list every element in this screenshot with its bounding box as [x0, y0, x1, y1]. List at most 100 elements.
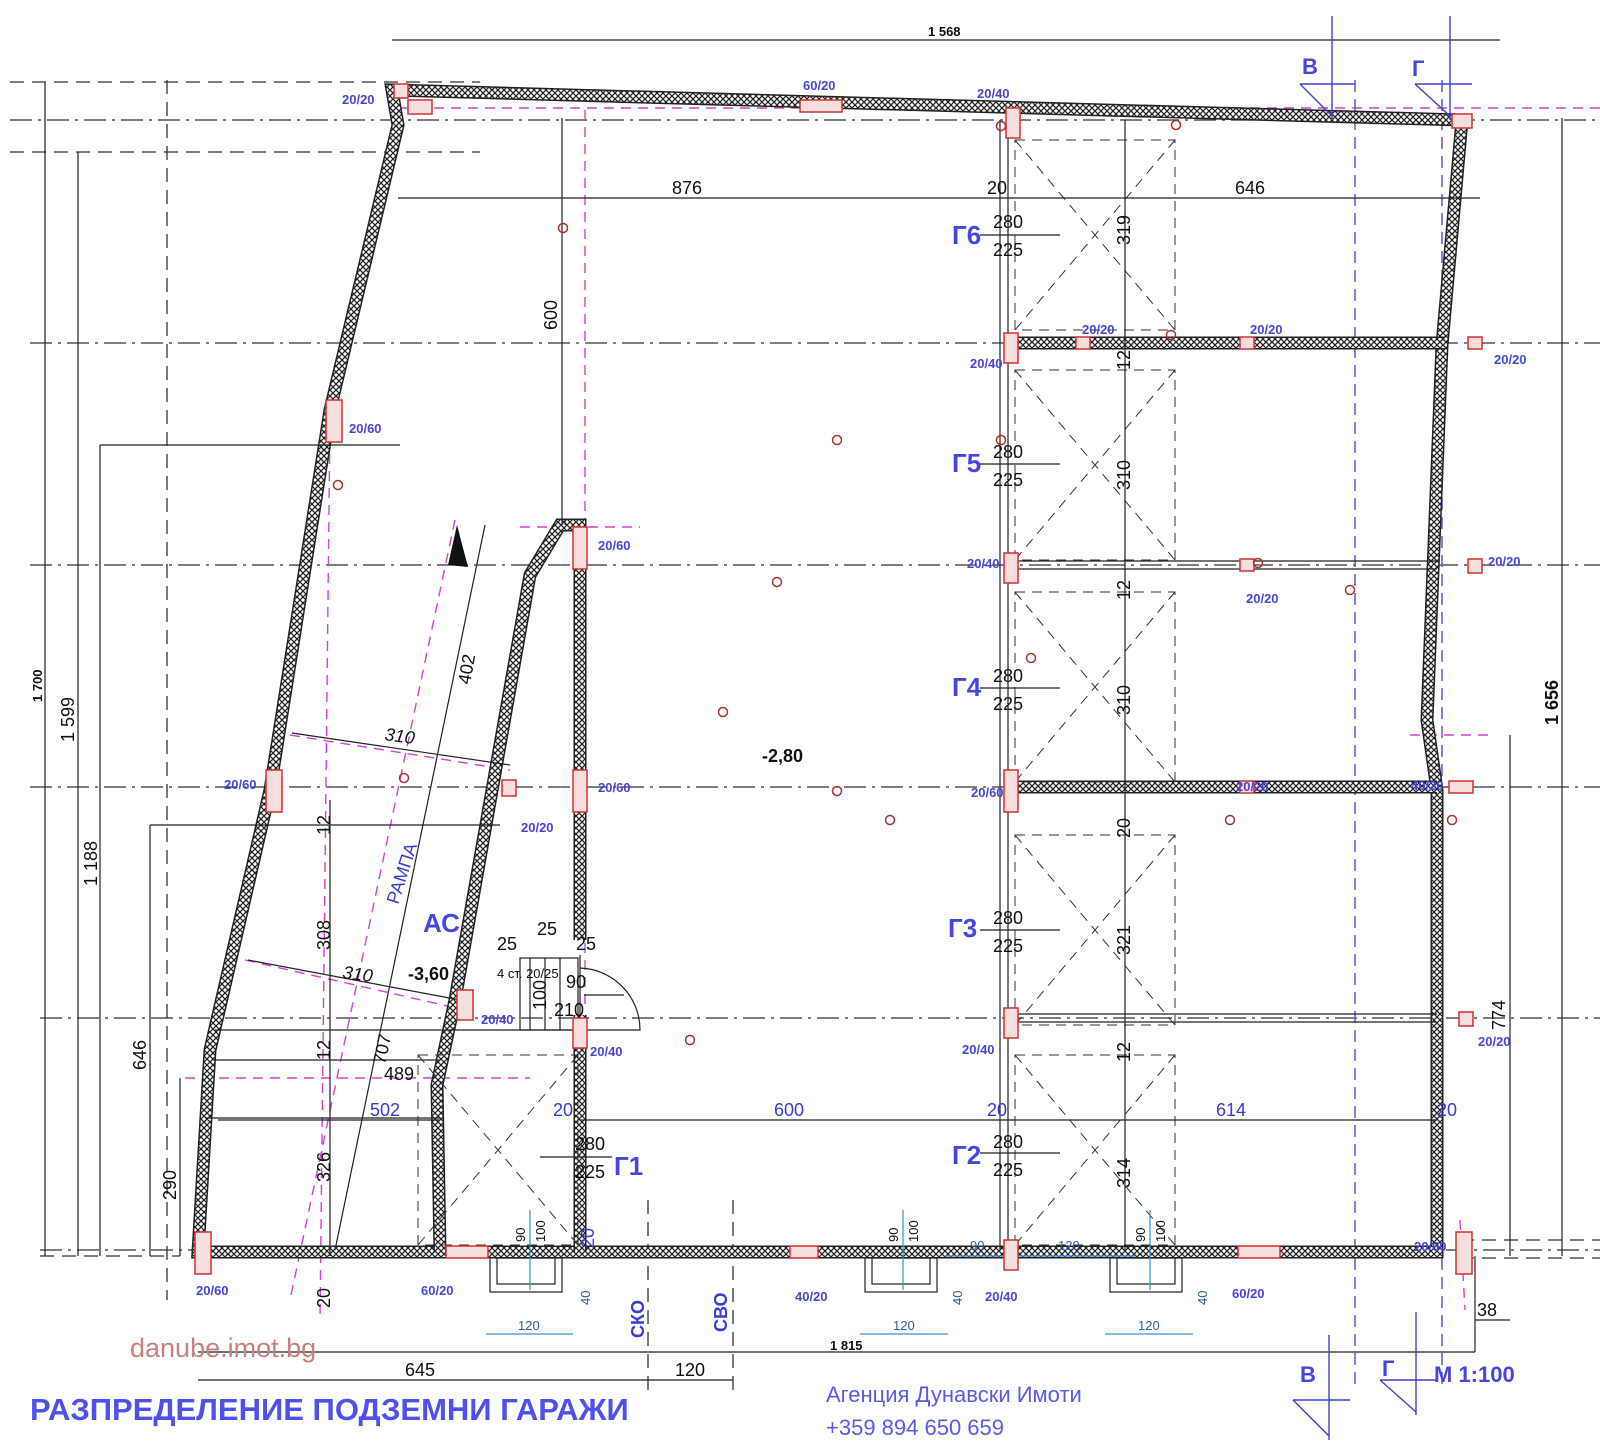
dimension-lines [44, 39, 1563, 1381]
column-tags: 20/20 60/20 20/40 20/20 20/20 20/40 20/2… [196, 78, 1527, 1304]
dim-20: 20 [1114, 818, 1134, 838]
dim-12: 12 [314, 815, 334, 835]
svg-text:20/60: 20/60 [349, 421, 382, 436]
dim-12: 12 [314, 1040, 334, 1060]
dim-overall-bottom: 1 815 [830, 1338, 863, 1353]
svg-text:280: 280 [575, 1134, 605, 1154]
svg-text:40/20: 40/20 [1411, 778, 1444, 793]
dim-g6: 319 [1114, 215, 1134, 245]
svg-text:60/20: 60/20 [1232, 1286, 1265, 1301]
windows [486, 1210, 1193, 1335]
svg-text:120: 120 [1138, 1318, 1160, 1333]
svg-text:100: 100 [533, 1220, 548, 1242]
dim-1700: 1 700 [30, 669, 45, 702]
dim-310: 310 [383, 724, 416, 748]
section-markers [1292, 16, 1472, 1440]
dim-20: 20 [1437, 1100, 1457, 1120]
svg-text:20/20: 20/20 [1494, 352, 1527, 367]
dim-12: 12 [1114, 1042, 1134, 1062]
dim-12: 12 [1114, 580, 1134, 600]
svg-text:100: 100 [906, 1220, 921, 1242]
svg-text:120: 120 [518, 1318, 540, 1333]
dim-600: 600 [774, 1100, 804, 1120]
svg-text:120: 120 [893, 1318, 915, 1333]
svg-text:20/40: 20/40 [962, 1042, 995, 1057]
svg-text:20/60: 20/60 [598, 780, 631, 795]
svg-text:20/40: 20/40 [970, 356, 1003, 371]
dim-290: 290 [160, 1170, 180, 1200]
dim-top-left: 876 [672, 178, 702, 198]
dim-20: 20 [987, 1100, 1007, 1120]
svg-text:225: 225 [993, 240, 1023, 260]
dim-1188: 1 188 [81, 841, 101, 886]
svg-text:225: 225 [993, 694, 1023, 714]
svg-text:20/40: 20/40 [985, 1289, 1018, 1304]
svg-text:Г1: Г1 [614, 1151, 643, 1181]
dim-g4: 310 [1114, 685, 1134, 715]
svg-text:60/20: 60/20 [803, 78, 836, 93]
dim-25: 25 [497, 934, 517, 954]
scale-label: М 1:100 [1434, 1362, 1515, 1387]
svg-text:20/60: 20/60 [1414, 1239, 1447, 1254]
svg-text:20/20: 20/20 [1236, 779, 1269, 794]
svg-text:Г4: Г4 [952, 672, 982, 702]
dim-120: 120 [675, 1360, 705, 1380]
svg-text:Г2: Г2 [952, 1140, 981, 1170]
garage-g1: Г1 280 225 [575, 1134, 643, 1182]
drains [332, 119, 1458, 1046]
garage-g5: Г5 280 225 [952, 442, 1023, 490]
garage-g4: Г4 280 225 [952, 666, 1023, 714]
level-ramp: -3,60 [408, 964, 449, 984]
door-swing [579, 955, 641, 1031]
svg-text:40: 40 [950, 1291, 965, 1305]
svg-text:20/20: 20/20 [1250, 322, 1283, 337]
svg-text:20/20: 20/20 [342, 92, 375, 107]
svg-text:225: 225 [993, 470, 1023, 490]
window-dims: 90 100 120 40 90 100 120 40 90 100 120 4… [513, 1220, 1210, 1333]
dim-g5: 310 [1114, 460, 1134, 490]
garage-g6: Г6 280 225 [952, 212, 1023, 260]
ac-label: АС [423, 908, 460, 938]
svg-text:40: 40 [1195, 1291, 1210, 1305]
svg-text:280: 280 [993, 212, 1023, 232]
parking-spaces [417, 120, 1176, 1250]
columns [194, 83, 1483, 1275]
svg-text:225: 225 [575, 1162, 605, 1182]
dim-489: 489 [384, 1064, 414, 1084]
dim-g3: 321 [1114, 925, 1134, 955]
dim-12: 12 [1114, 350, 1134, 370]
svg-text:20/40: 20/40 [481, 1012, 514, 1027]
sko-label: СКО [628, 1300, 648, 1338]
svg-text:Г5: Г5 [952, 448, 981, 478]
svg-text:Г6: Г6 [952, 220, 981, 250]
dim-20: 20 [314, 1288, 334, 1308]
section-v-top: В [1302, 54, 1318, 79]
dim-overall-top: 1 568 [928, 24, 961, 39]
agency-phone: +359 894 650 659 [826, 1415, 1004, 1440]
svg-text:280: 280 [993, 908, 1023, 928]
svo-label: СВО [711, 1292, 731, 1332]
svg-text:20/60: 20/60 [598, 538, 631, 553]
svg-text:280: 280 [993, 442, 1023, 462]
svg-text:20/20: 20/20 [1488, 554, 1521, 569]
agency-name: Агенция Дунавски Имоти [826, 1382, 1082, 1407]
garage-g3: Г3 280 225 [948, 908, 1023, 956]
svg-text:40/20: 40/20 [795, 1289, 828, 1304]
garage-g2: Г2 280 225 [952, 1132, 1023, 1180]
dim-614: 614 [1216, 1100, 1246, 1120]
svg-text:225: 225 [993, 1160, 1023, 1180]
svg-text:280: 280 [993, 1132, 1023, 1152]
level-main: -2,80 [762, 746, 803, 766]
dim-top-right: 646 [1235, 178, 1265, 198]
dim-774: 774 [1489, 1000, 1509, 1030]
svg-text:Г3: Г3 [948, 913, 977, 943]
svg-text:20/20: 20/20 [1478, 1034, 1511, 1049]
svg-text:20/60: 20/60 [971, 785, 1004, 800]
dim-g2: 314 [1114, 1158, 1134, 1188]
door-width: 90 [566, 972, 586, 992]
svg-text:20/20: 20/20 [1082, 322, 1115, 337]
dim-502: 502 [370, 1100, 400, 1120]
dim-600: 600 [541, 300, 561, 330]
svg-text:60/20: 60/20 [421, 1283, 454, 1298]
